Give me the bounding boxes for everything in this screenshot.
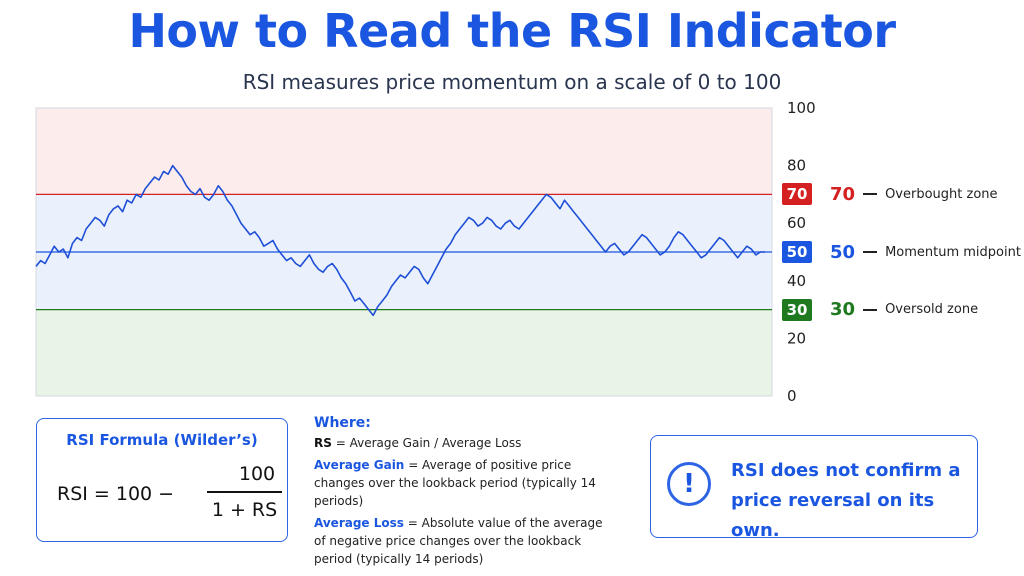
formula-lhs: RSI = 100 −: [57, 483, 175, 505]
rs-term: RS: [314, 436, 332, 450]
oversold-zone-label: 30 Oversold zone: [830, 298, 978, 322]
definition-average-gain: Average Gain = Average of positive price…: [314, 456, 614, 510]
oversold-zone-band: [36, 309, 772, 396]
oversold-dash: [863, 308, 878, 311]
rs-text: = Average Gain / Average Loss: [335, 436, 522, 450]
oversold-badge: 30: [782, 298, 812, 321]
definition-rs: RS = Average Gain / Average Loss: [314, 434, 614, 452]
y-tick-label: 60: [787, 214, 806, 232]
overbought-value: 70: [830, 183, 856, 205]
page-subtitle: RSI measures price momentum on a scale o…: [242, 70, 782, 94]
y-tick-label: 100: [787, 99, 816, 117]
formula-title: RSI Formula (Wilder’s): [66, 431, 258, 449]
oversold-text: Oversold zone: [885, 302, 979, 318]
midpoint-text: Momentum midpoint: [885, 244, 1021, 260]
overbought-zone-band: [36, 108, 772, 195]
formula-numerator: 100: [238, 463, 276, 485]
formula-denominator: 1 + RS: [211, 499, 278, 521]
gain-term: Average Gain: [314, 458, 405, 472]
exclamation-icon: !: [667, 462, 711, 506]
y-tick-label: 20: [787, 329, 806, 347]
definitions-title: Where:: [314, 415, 371, 431]
loss-text: = Absolute value of the average of negat…: [314, 516, 603, 566]
y-tick-label: 40: [787, 272, 806, 290]
overbought-dash: [863, 193, 878, 196]
rsi-formula: RSI = 100 − 100 1 + RS: [57, 463, 282, 533]
warning-note: ! RSI does not confirm a price reversal …: [650, 435, 978, 541]
overbought-badge: 70: [782, 183, 812, 206]
gain-text: = Average of positive price changes over…: [314, 458, 596, 508]
formula-box: RSI Formula (Wilder’s) RSI = 100 − 100 1…: [36, 418, 288, 542]
loss-term: Average Loss: [314, 516, 404, 530]
overbought-text: Overbought zone: [885, 186, 998, 202]
y-tick-label: 0: [787, 387, 797, 405]
midpoint-badge: 50: [782, 241, 812, 263]
fraction-bar: [207, 491, 282, 493]
oversold-value: 30: [830, 299, 856, 321]
page-title: How to Read the RSI Indicator: [128, 4, 896, 58]
midpoint-dash: [863, 251, 878, 253]
rsi-chart: 0 20 40 60 80 100: [35, 99, 816, 405]
definitions: Where: RS = Average Gain / Average Loss …: [314, 414, 614, 572]
overbought-zone-label: 70 Overbought zone: [830, 182, 998, 206]
note-text: RSI does not confirm a price reversal on…: [731, 460, 961, 541]
rsi-series-line: [35, 164, 765, 317]
definition-average-loss: Average Loss = Absolute value of the ave…: [314, 514, 614, 568]
midpoint-value: 50: [830, 241, 856, 263]
y-tick-label: 80: [787, 157, 806, 175]
midpoint-zone-label: 50 Momentum midpoint: [830, 240, 1021, 264]
